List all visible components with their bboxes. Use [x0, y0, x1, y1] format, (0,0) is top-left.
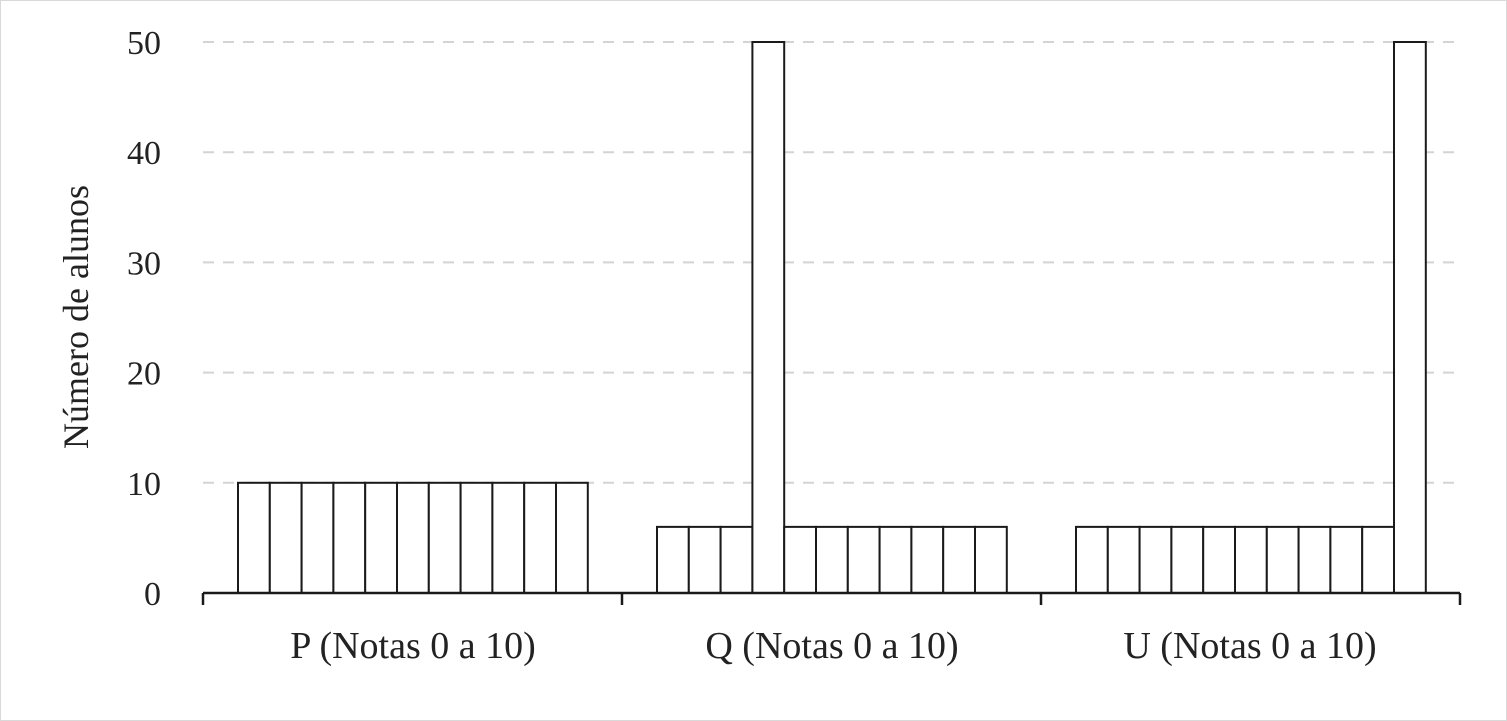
bar-p-nota-7 — [459, 481, 494, 594]
bar-q-nota-7 — [878, 525, 913, 595]
bar-p-nota-4 — [364, 481, 399, 594]
bar-q-nota-5 — [815, 525, 849, 595]
group-label-u: U (Notas 0 a 10) — [1123, 625, 1376, 667]
bar-p-nota-3 — [332, 481, 367, 594]
y-tick-label-30: 30 — [127, 245, 161, 282]
bar-q-nota-8 — [910, 525, 945, 595]
bar-u-nota-2 — [1138, 525, 1173, 595]
y-tick-label-20: 20 — [127, 356, 161, 393]
bar-p-nota-8 — [491, 481, 526, 594]
y-tick-label-0: 0 — [144, 576, 161, 613]
x-axis — [201, 591, 1462, 605]
bar-q-nota-3 — [751, 41, 786, 594]
group-label-q: Q (Notas 0 a 10) — [705, 625, 958, 667]
y-tick-label-50: 50 — [127, 25, 161, 62]
bar-q-nota-0 — [656, 525, 690, 595]
bar-u-nota-0 — [1075, 525, 1109, 595]
bars — [237, 41, 1427, 595]
bar-q-nota-4 — [783, 525, 818, 595]
y-axis-tick-labels: 0 10 20 30 40 50 — [127, 25, 161, 613]
y-axis-title: Número de alunos — [56, 185, 96, 449]
bar-u-nota-7 — [1297, 525, 1332, 595]
bar-u-nota-8 — [1329, 525, 1364, 595]
bar-q-nota-2 — [719, 525, 754, 595]
bar-u-nota-3 — [1170, 525, 1205, 595]
bar-u-nota-1 — [1106, 525, 1141, 595]
y-tick-label-10: 10 — [127, 466, 161, 503]
bar-p-nota-1 — [268, 481, 303, 594]
bar-p-nota-9 — [523, 481, 558, 594]
gridlines — [203, 41, 1460, 484]
bar-p-nota-0 — [237, 481, 271, 594]
bar-q-nota-6 — [846, 525, 881, 595]
x-axis-group-labels: P (Notas 0 a 10) Q (Notas 0 a 10) U (Notas… — [290, 625, 1376, 667]
bar-u-nota-5 — [1234, 525, 1268, 595]
bar-u-nota-9 — [1361, 525, 1395, 595]
y-tick-label-40: 40 — [127, 135, 161, 172]
bar-u-nota-6 — [1265, 525, 1300, 595]
bar-p-nota-2 — [300, 481, 335, 594]
group-label-p: P (Notas 0 a 10) — [290, 625, 536, 667]
bar-q-nota-9 — [942, 525, 977, 595]
bar-u-nota-4 — [1202, 525, 1236, 595]
bar-u-nota-10 — [1393, 41, 1427, 594]
bar-q-nota-1 — [687, 525, 722, 595]
bar-p-nota-5 — [396, 481, 430, 594]
bar-q-nota-10 — [974, 525, 1008, 595]
bar-p-nota-6 — [427, 481, 462, 594]
bar-p-nota-10 — [555, 481, 589, 594]
